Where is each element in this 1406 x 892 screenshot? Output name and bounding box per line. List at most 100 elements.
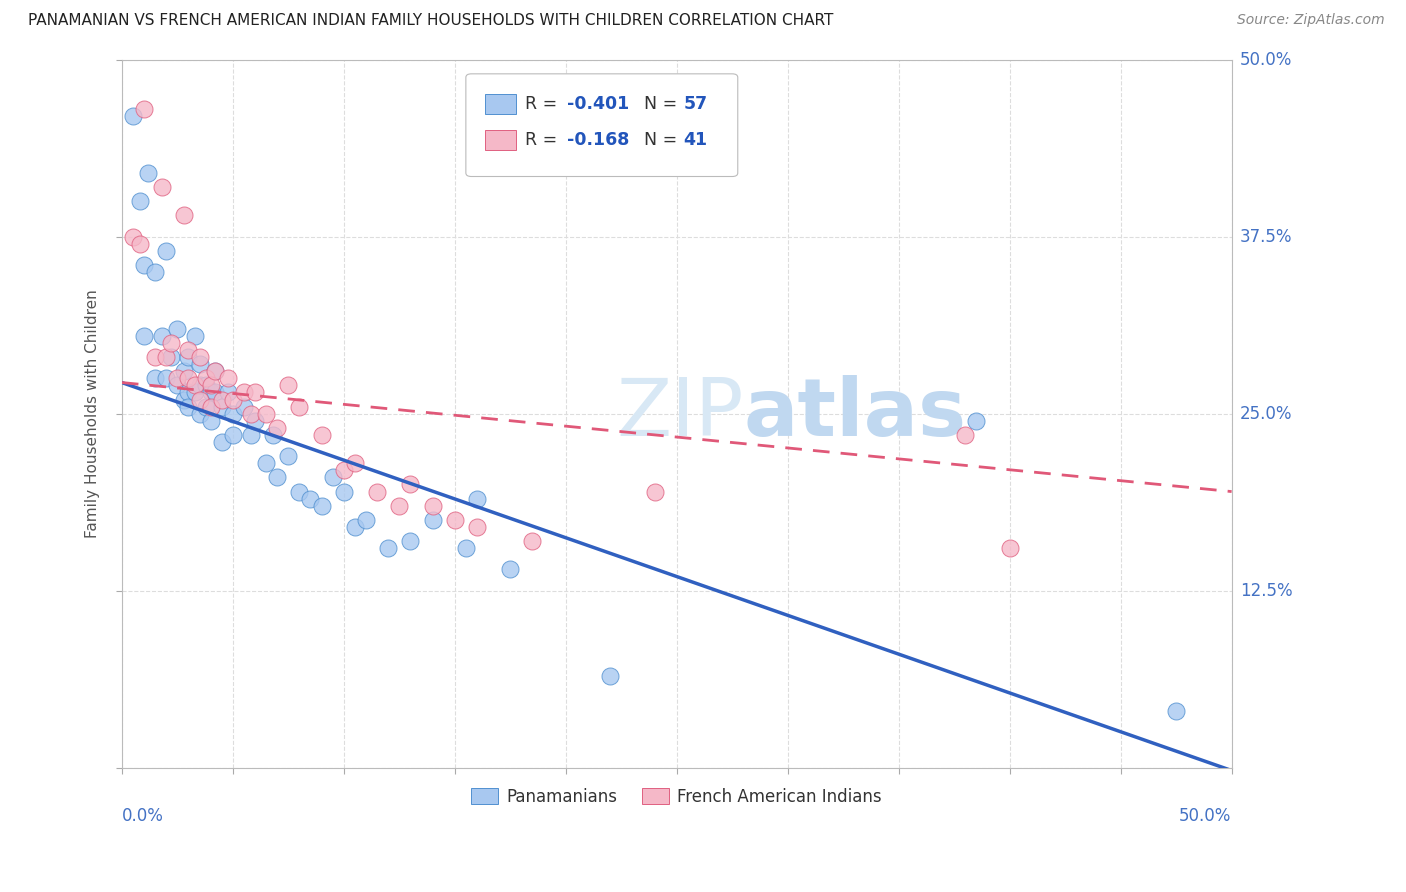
- Point: [222, 392, 245, 407]
- Y-axis label: Family Households with Children: Family Households with Children: [86, 289, 100, 538]
- Point: [644, 484, 666, 499]
- Point: [143, 371, 166, 385]
- Text: 41: 41: [683, 131, 707, 149]
- Text: 50.0%: 50.0%: [1180, 806, 1232, 824]
- Point: [188, 392, 211, 407]
- Point: [143, 350, 166, 364]
- Point: [155, 371, 177, 385]
- Text: R =: R =: [524, 95, 562, 113]
- Text: 0.0%: 0.0%: [122, 806, 163, 824]
- Point: [132, 328, 155, 343]
- Point: [454, 541, 477, 556]
- Point: [184, 385, 207, 400]
- Text: 12.5%: 12.5%: [1240, 582, 1292, 599]
- Point: [422, 513, 444, 527]
- Point: [443, 513, 465, 527]
- Point: [177, 343, 200, 357]
- Point: [1166, 704, 1188, 718]
- Point: [159, 335, 181, 350]
- Point: [465, 491, 488, 506]
- Text: 57: 57: [683, 95, 707, 113]
- Point: [499, 562, 522, 576]
- Text: 25.0%: 25.0%: [1240, 405, 1292, 423]
- Point: [322, 470, 344, 484]
- Legend: Panamanians, French American Indians: Panamanians, French American Indians: [465, 781, 889, 813]
- Point: [155, 244, 177, 258]
- Point: [288, 484, 311, 499]
- Text: PANAMANIAN VS FRENCH AMERICAN INDIAN FAMILY HOUSEHOLDS WITH CHILDREN CORRELATION: PANAMANIAN VS FRENCH AMERICAN INDIAN FAM…: [28, 13, 834, 29]
- Point: [311, 428, 333, 442]
- Point: [188, 378, 211, 392]
- Point: [200, 400, 222, 414]
- Point: [243, 414, 266, 428]
- Text: N =: N =: [634, 95, 683, 113]
- Point: [211, 400, 233, 414]
- Point: [188, 350, 211, 364]
- Point: [177, 385, 200, 400]
- Point: [277, 378, 299, 392]
- Point: [195, 378, 218, 392]
- Point: [128, 236, 150, 251]
- Point: [177, 400, 200, 414]
- Point: [204, 385, 226, 400]
- Point: [388, 499, 411, 513]
- Point: [150, 328, 173, 343]
- Point: [239, 428, 262, 442]
- Text: Source: ZipAtlas.com: Source: ZipAtlas.com: [1237, 13, 1385, 28]
- Text: N =: N =: [634, 131, 683, 149]
- Point: [166, 322, 188, 336]
- Text: ZIP: ZIP: [616, 375, 744, 453]
- Point: [222, 407, 245, 421]
- Point: [211, 435, 233, 450]
- Point: [204, 364, 226, 378]
- Point: [122, 109, 145, 123]
- Point: [211, 392, 233, 407]
- Point: [184, 328, 207, 343]
- Point: [599, 668, 621, 682]
- Point: [311, 499, 333, 513]
- Point: [200, 385, 222, 400]
- Point: [254, 407, 277, 421]
- Point: [965, 414, 987, 428]
- Text: 50.0%: 50.0%: [1240, 51, 1292, 69]
- Point: [173, 209, 195, 223]
- Point: [128, 194, 150, 209]
- Point: [465, 520, 488, 534]
- Point: [288, 400, 311, 414]
- Point: [266, 470, 288, 484]
- Point: [184, 378, 207, 392]
- Point: [998, 541, 1021, 556]
- Point: [333, 484, 356, 499]
- Text: R =: R =: [524, 131, 562, 149]
- Point: [299, 491, 322, 506]
- Point: [166, 378, 188, 392]
- Point: [138, 166, 160, 180]
- Point: [143, 265, 166, 279]
- Point: [177, 350, 200, 364]
- Point: [195, 371, 218, 385]
- FancyBboxPatch shape: [485, 129, 516, 150]
- Point: [399, 477, 422, 491]
- Point: [399, 534, 422, 549]
- Point: [222, 428, 245, 442]
- Point: [522, 534, 544, 549]
- Point: [132, 102, 155, 116]
- Text: 37.5%: 37.5%: [1240, 227, 1292, 245]
- Point: [232, 385, 254, 400]
- Point: [195, 400, 218, 414]
- Point: [200, 414, 222, 428]
- Point: [217, 385, 239, 400]
- Text: -0.168: -0.168: [567, 131, 630, 149]
- Point: [239, 407, 262, 421]
- Point: [266, 421, 288, 435]
- Point: [232, 400, 254, 414]
- Point: [150, 180, 173, 194]
- Point: [366, 484, 388, 499]
- Point: [422, 499, 444, 513]
- Point: [200, 378, 222, 392]
- Point: [333, 463, 356, 477]
- Point: [122, 229, 145, 244]
- Point: [188, 357, 211, 371]
- Point: [177, 371, 200, 385]
- Point: [955, 428, 977, 442]
